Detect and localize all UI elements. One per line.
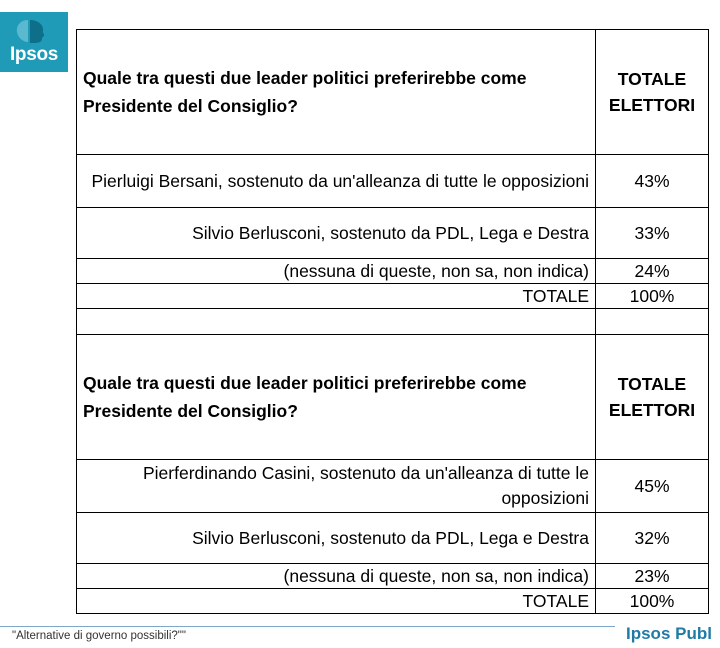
poll-table: Quale tra questi due leader politici pre… (76, 29, 709, 614)
option-label: Pierferdinando Casini, sostenuto da un'a… (76, 459, 596, 513)
footer-title: "Alternative di governo possibili?"" (12, 630, 186, 642)
option-label: (nessuna di queste, non sa, non indica) (76, 258, 596, 284)
footer-divider (0, 626, 615, 627)
table-row: (nessuna di queste, non sa, non indica) … (76, 258, 709, 284)
option-label: Silvio Berlusconi, sostenuto da PDL, Leg… (76, 207, 596, 259)
option-value: 43% (595, 154, 709, 208)
total-row: TOTALE 100% (76, 588, 709, 614)
option-value: 32% (595, 512, 709, 564)
table-row: Pierluigi Bersani, sostenuto da un'allea… (76, 154, 709, 208)
option-label: Pierluigi Bersani, sostenuto da un'allea… (76, 154, 596, 208)
question-text-2: Quale tra questi due leader politici pre… (76, 334, 596, 460)
option-value: 45% (595, 459, 709, 513)
column-header-2: TOTALE ELETTORI (595, 334, 709, 460)
column-header-1: TOTALE ELETTORI (595, 29, 709, 155)
ipsos-logo-text: Ipsos (9, 44, 59, 65)
option-value: 24% (595, 258, 709, 284)
spacer-row (76, 308, 709, 335)
option-label: (nessuna di queste, non sa, non indica) (76, 563, 596, 589)
spacer-cell (595, 308, 709, 335)
spacer-cell (76, 308, 596, 335)
question-row-2: Quale tra questi due leader politici pre… (76, 334, 709, 460)
table-row: Pierferdinando Casini, sostenuto da un'a… (76, 459, 709, 513)
table-row: Silvio Berlusconi, sostenuto da PDL, Leg… (76, 512, 709, 564)
total-value: 100% (595, 588, 709, 614)
question-row-1: Quale tra questi due leader politici pre… (76, 29, 709, 155)
table-row: Silvio Berlusconi, sostenuto da PDL, Leg… (76, 207, 709, 259)
ipsos-face-icon (16, 20, 45, 43)
option-value: 33% (595, 207, 709, 259)
option-label: Silvio Berlusconi, sostenuto da PDL, Leg… (76, 512, 596, 564)
ipsos-logo: Ipsos (0, 12, 68, 72)
option-value: 23% (595, 563, 709, 589)
total-row: TOTALE 100% (76, 283, 709, 309)
question-text-1: Quale tra questi due leader politici pre… (76, 29, 596, 155)
table-row: (nessuna di queste, non sa, non indica) … (76, 563, 709, 589)
total-label: TOTALE (76, 588, 596, 614)
footer-brand: Ipsos Publ (626, 624, 712, 643)
total-label: TOTALE (76, 283, 596, 309)
total-value: 100% (595, 283, 709, 309)
